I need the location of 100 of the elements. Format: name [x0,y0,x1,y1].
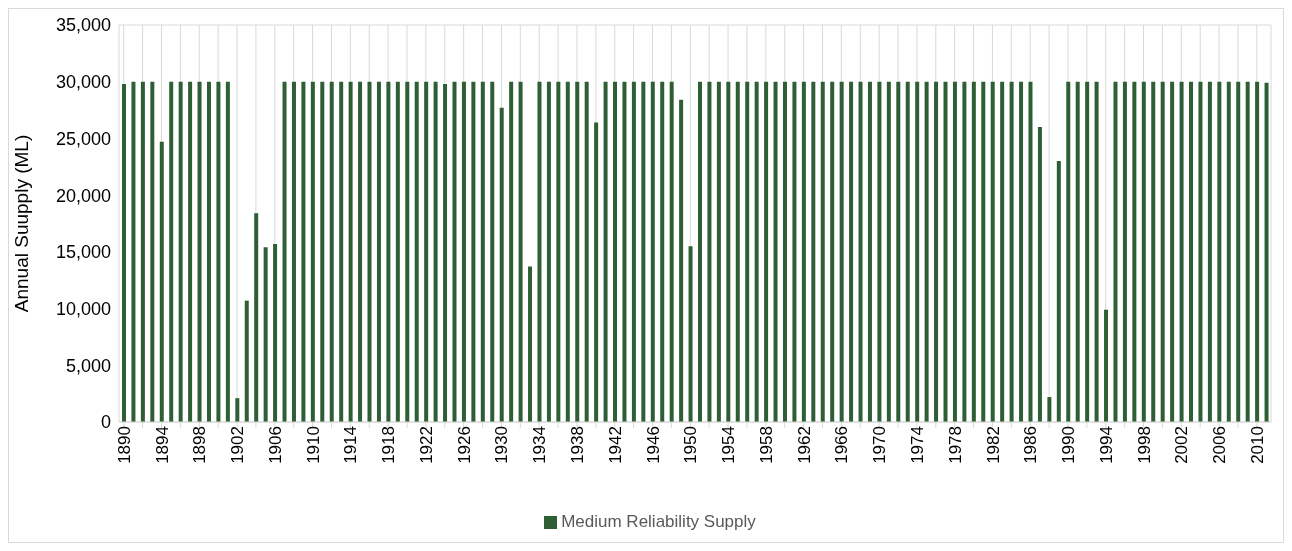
bar [225,81,230,422]
bar [867,81,872,422]
bar [915,81,920,422]
bar [631,81,636,422]
bar [528,266,533,422]
bar [282,81,287,422]
bar [924,81,929,422]
bar [962,81,967,422]
y-tick-label: 5,000 [65,355,111,376]
bar [1151,81,1156,422]
bar [329,81,334,422]
bar [254,213,259,422]
bar [376,81,381,422]
bar [1226,81,1231,422]
x-tick-label: 1934 [530,426,550,464]
bar [801,81,806,422]
bar [811,81,816,422]
x-tick-label: 1938 [568,426,588,464]
x-tick-label: 1994 [1096,426,1116,464]
bar [849,81,854,422]
bar [395,81,400,422]
x-tick-label: 1894 [152,426,172,464]
x-tick-label: 1926 [454,426,474,464]
bar [518,81,523,422]
x-tick-label: 1942 [605,426,625,464]
x-tick-label: 1990 [1059,426,1079,464]
bar [1170,81,1175,422]
y-tick-label: 10,000 [55,298,111,319]
x-tick-label: 1974 [907,426,927,464]
bar [461,81,466,422]
bar [1236,81,1241,422]
bar [452,81,457,422]
bar [433,81,438,422]
bar [1132,81,1137,422]
bar [320,81,325,422]
bar [471,81,476,422]
bar [405,81,410,422]
bar [886,81,891,422]
bar [745,81,750,422]
bar [698,81,702,422]
bar [386,81,391,422]
x-tick-label: 2006 [1210,426,1230,464]
bar [1122,81,1127,422]
x-tick-label: 1906 [265,426,285,464]
bar [981,81,986,422]
bar [622,81,627,422]
x-tick-label: 1890 [114,426,134,464]
x-tick-label: 1998 [1134,426,1154,464]
bar [310,81,315,422]
bar [943,81,948,422]
bar [140,81,145,422]
bar [716,81,721,422]
x-tick-label: 2002 [1172,426,1192,464]
bar [896,81,901,422]
bar [641,81,646,422]
x-tick-label: 1958 [756,426,776,464]
bar [291,81,296,422]
bar [1245,81,1250,422]
x-tick-label: 1922 [416,426,436,464]
bar [1179,81,1184,422]
bar [877,81,882,422]
bar [169,81,174,422]
bar [348,81,353,422]
bar [244,300,249,422]
bar [358,81,363,422]
x-tick-label: 1954 [719,426,739,464]
bar [565,81,570,422]
bar [1047,397,1052,422]
x-tick-label: 1982 [983,426,1003,464]
x-tick-label: 1978 [945,426,965,464]
bar [584,81,589,422]
bar [424,81,429,422]
bar [1066,81,1071,422]
y-tick-label: 30,000 [55,72,111,93]
bar [754,81,759,422]
bar [1037,127,1042,422]
bar [188,81,193,422]
x-tick-label: 1914 [341,426,361,464]
bar [839,81,844,422]
x-tick-label: 1962 [794,426,814,464]
bar [122,83,126,422]
y-axis-title: Annual Suupply (ML) [10,134,32,313]
bar [1056,161,1061,422]
bar [707,81,712,422]
x-tick-label: 1902 [228,426,248,464]
bar [764,81,769,422]
y-tick-label: 35,000 [55,15,111,36]
bar [688,246,693,422]
x-tick-label: 1986 [1021,426,1041,464]
bar [263,247,268,422]
bar [971,81,976,422]
bar [820,81,825,422]
y-tick-label: 0 [100,412,111,433]
bar [367,81,372,422]
bar [235,398,240,422]
bar [773,81,778,422]
bar [613,81,618,422]
bar [934,81,939,422]
y-tick-label: 25,000 [55,128,111,149]
bar [1141,81,1146,422]
